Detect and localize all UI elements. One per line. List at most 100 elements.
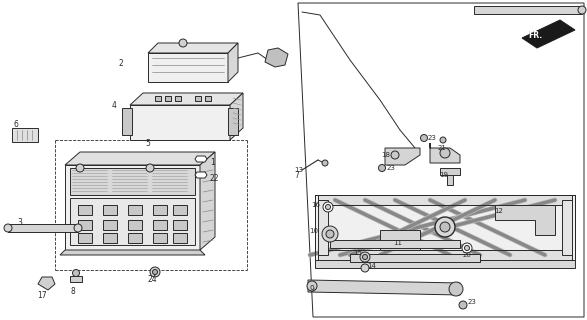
Polygon shape xyxy=(228,108,238,135)
Bar xyxy=(195,96,201,101)
Polygon shape xyxy=(12,128,38,142)
Bar xyxy=(128,205,142,215)
Circle shape xyxy=(464,245,470,251)
Polygon shape xyxy=(65,165,200,250)
Polygon shape xyxy=(308,280,460,295)
Text: 1: 1 xyxy=(210,157,215,166)
Polygon shape xyxy=(70,198,195,245)
Text: 15: 15 xyxy=(353,250,362,256)
Bar xyxy=(562,200,572,255)
Polygon shape xyxy=(315,260,575,268)
Circle shape xyxy=(435,217,455,237)
Polygon shape xyxy=(65,152,215,165)
Text: 9: 9 xyxy=(310,285,315,294)
Polygon shape xyxy=(70,276,82,282)
Polygon shape xyxy=(60,250,205,255)
Text: FR.: FR. xyxy=(528,30,542,39)
Text: 24: 24 xyxy=(147,276,157,284)
Text: 12: 12 xyxy=(495,208,504,214)
Circle shape xyxy=(326,204,330,210)
Polygon shape xyxy=(38,277,55,290)
Text: 10: 10 xyxy=(309,228,318,234)
Polygon shape xyxy=(430,143,460,163)
Text: 6: 6 xyxy=(13,119,18,129)
Polygon shape xyxy=(130,93,243,105)
Bar xyxy=(155,96,161,101)
Circle shape xyxy=(322,160,328,166)
Polygon shape xyxy=(350,254,480,262)
Text: 23: 23 xyxy=(468,299,477,305)
Circle shape xyxy=(76,164,84,172)
Text: 23: 23 xyxy=(387,165,396,171)
Circle shape xyxy=(150,267,160,277)
Bar xyxy=(175,96,181,101)
Bar xyxy=(78,220,92,230)
Text: 17: 17 xyxy=(37,291,47,300)
Polygon shape xyxy=(122,108,132,135)
Text: 5: 5 xyxy=(146,139,150,148)
Polygon shape xyxy=(230,93,243,140)
Circle shape xyxy=(462,243,472,253)
Polygon shape xyxy=(474,6,582,14)
Bar xyxy=(103,205,117,215)
Circle shape xyxy=(73,269,79,276)
Circle shape xyxy=(153,269,157,275)
Polygon shape xyxy=(385,148,420,165)
Polygon shape xyxy=(200,152,215,250)
Text: 13: 13 xyxy=(294,167,303,173)
Text: 2: 2 xyxy=(118,59,123,68)
Bar xyxy=(153,233,167,243)
Circle shape xyxy=(420,134,427,141)
Circle shape xyxy=(326,230,334,238)
Text: 19: 19 xyxy=(440,172,448,178)
Polygon shape xyxy=(318,195,572,205)
Bar xyxy=(103,233,117,243)
Polygon shape xyxy=(440,168,460,175)
Circle shape xyxy=(440,148,450,158)
Polygon shape xyxy=(380,230,420,250)
Text: 3: 3 xyxy=(17,218,22,227)
Text: FR.: FR. xyxy=(528,30,542,39)
Polygon shape xyxy=(70,168,195,195)
Circle shape xyxy=(391,151,399,159)
Circle shape xyxy=(4,224,12,232)
Bar xyxy=(153,205,167,215)
Bar xyxy=(153,220,167,230)
Bar xyxy=(128,233,142,243)
Circle shape xyxy=(146,164,154,172)
Text: 22: 22 xyxy=(210,173,220,182)
Polygon shape xyxy=(318,250,572,260)
Polygon shape xyxy=(195,156,207,162)
Polygon shape xyxy=(265,48,288,67)
Text: 18: 18 xyxy=(381,152,390,158)
Circle shape xyxy=(459,301,467,309)
Text: 4: 4 xyxy=(112,100,117,109)
Bar xyxy=(165,96,171,101)
Polygon shape xyxy=(447,175,453,185)
Text: 14: 14 xyxy=(367,263,376,269)
Polygon shape xyxy=(495,205,555,235)
Circle shape xyxy=(179,39,187,47)
Circle shape xyxy=(449,282,463,296)
Polygon shape xyxy=(522,20,575,48)
Circle shape xyxy=(361,264,369,272)
Bar xyxy=(103,220,117,230)
Polygon shape xyxy=(148,43,238,53)
Circle shape xyxy=(74,224,82,232)
Circle shape xyxy=(440,222,450,232)
Text: 20: 20 xyxy=(463,252,471,258)
Text: 23: 23 xyxy=(428,135,437,141)
Circle shape xyxy=(379,164,386,172)
Polygon shape xyxy=(130,105,230,140)
Bar xyxy=(173,233,187,243)
Bar xyxy=(173,220,187,230)
Polygon shape xyxy=(148,53,228,82)
Circle shape xyxy=(323,202,333,212)
Polygon shape xyxy=(228,43,238,82)
Bar xyxy=(318,200,328,255)
Polygon shape xyxy=(330,240,460,248)
Bar xyxy=(205,96,211,101)
Text: 7: 7 xyxy=(294,171,299,180)
Polygon shape xyxy=(315,195,575,260)
Polygon shape xyxy=(195,172,207,178)
